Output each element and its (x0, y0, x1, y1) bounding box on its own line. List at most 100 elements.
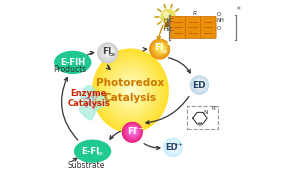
Circle shape (124, 124, 141, 140)
Text: Enzyme
Catalysis: Enzyme Catalysis (68, 89, 110, 108)
Ellipse shape (105, 62, 156, 119)
Ellipse shape (129, 89, 132, 92)
Circle shape (159, 46, 163, 49)
Ellipse shape (127, 87, 134, 95)
Circle shape (161, 9, 175, 24)
Circle shape (167, 140, 180, 153)
Circle shape (161, 47, 162, 48)
Ellipse shape (104, 62, 157, 120)
Ellipse shape (118, 77, 143, 105)
Circle shape (159, 46, 163, 50)
Circle shape (198, 82, 203, 86)
Circle shape (100, 44, 116, 61)
Ellipse shape (123, 82, 138, 99)
Circle shape (107, 50, 111, 53)
Text: R': R' (212, 106, 217, 111)
Text: Photoredox: Photoredox (96, 78, 164, 88)
Ellipse shape (93, 50, 167, 132)
FancyBboxPatch shape (185, 16, 201, 38)
Text: *: * (236, 6, 240, 15)
Circle shape (154, 42, 167, 55)
Circle shape (200, 83, 202, 84)
Circle shape (193, 78, 207, 91)
Circle shape (100, 45, 116, 60)
Circle shape (124, 123, 141, 141)
Ellipse shape (114, 72, 147, 109)
Circle shape (194, 79, 206, 90)
Circle shape (125, 124, 141, 140)
Ellipse shape (94, 51, 167, 131)
Circle shape (193, 78, 206, 91)
Text: Fl: Fl (127, 127, 136, 136)
Text: ⁻: ⁻ (82, 54, 86, 64)
Circle shape (196, 80, 205, 89)
Text: H₃C: H₃C (164, 19, 173, 23)
Ellipse shape (74, 140, 111, 162)
Ellipse shape (112, 71, 148, 111)
Circle shape (106, 49, 112, 54)
Text: NH: NH (216, 18, 224, 23)
Ellipse shape (116, 75, 145, 107)
Circle shape (158, 45, 164, 51)
Circle shape (127, 125, 139, 138)
Circle shape (125, 124, 140, 139)
Circle shape (102, 46, 115, 59)
Circle shape (166, 140, 180, 154)
Circle shape (129, 127, 137, 135)
Ellipse shape (128, 88, 133, 93)
Circle shape (160, 46, 162, 49)
Ellipse shape (109, 67, 152, 115)
Circle shape (106, 49, 112, 55)
Circle shape (197, 81, 204, 87)
Circle shape (103, 47, 114, 57)
Ellipse shape (97, 54, 164, 127)
Text: Substrate: Substrate (67, 161, 104, 170)
Circle shape (166, 139, 181, 155)
Circle shape (99, 44, 117, 62)
Circle shape (200, 83, 202, 85)
Circle shape (169, 142, 178, 151)
Ellipse shape (124, 84, 136, 97)
Ellipse shape (121, 81, 139, 101)
Ellipse shape (105, 63, 155, 118)
Circle shape (198, 81, 203, 86)
Polygon shape (79, 86, 107, 120)
Circle shape (101, 45, 115, 60)
Ellipse shape (125, 85, 136, 97)
Circle shape (98, 43, 117, 62)
Ellipse shape (124, 83, 137, 98)
Circle shape (157, 44, 164, 52)
Ellipse shape (108, 66, 153, 116)
Circle shape (200, 83, 201, 84)
Ellipse shape (55, 51, 91, 73)
Circle shape (198, 81, 203, 87)
Circle shape (194, 78, 206, 91)
Circle shape (152, 41, 168, 57)
Circle shape (102, 46, 115, 59)
Text: ED: ED (193, 81, 206, 90)
Ellipse shape (95, 52, 166, 130)
Circle shape (172, 144, 176, 148)
Circle shape (108, 50, 111, 53)
Circle shape (129, 127, 138, 136)
Circle shape (126, 125, 140, 139)
Ellipse shape (107, 65, 154, 116)
Ellipse shape (127, 87, 133, 94)
Circle shape (197, 81, 204, 88)
Ellipse shape (111, 70, 149, 112)
Circle shape (192, 77, 207, 92)
Circle shape (150, 39, 169, 59)
Circle shape (128, 127, 138, 136)
Circle shape (151, 40, 169, 58)
Ellipse shape (118, 77, 143, 104)
Ellipse shape (110, 68, 151, 113)
Circle shape (152, 41, 168, 57)
Circle shape (153, 41, 168, 56)
Text: ox: ox (160, 49, 168, 53)
Circle shape (161, 47, 162, 48)
Circle shape (127, 126, 139, 137)
Ellipse shape (114, 73, 146, 108)
Text: Fl: Fl (102, 47, 111, 56)
Circle shape (133, 130, 135, 132)
Circle shape (99, 44, 117, 61)
